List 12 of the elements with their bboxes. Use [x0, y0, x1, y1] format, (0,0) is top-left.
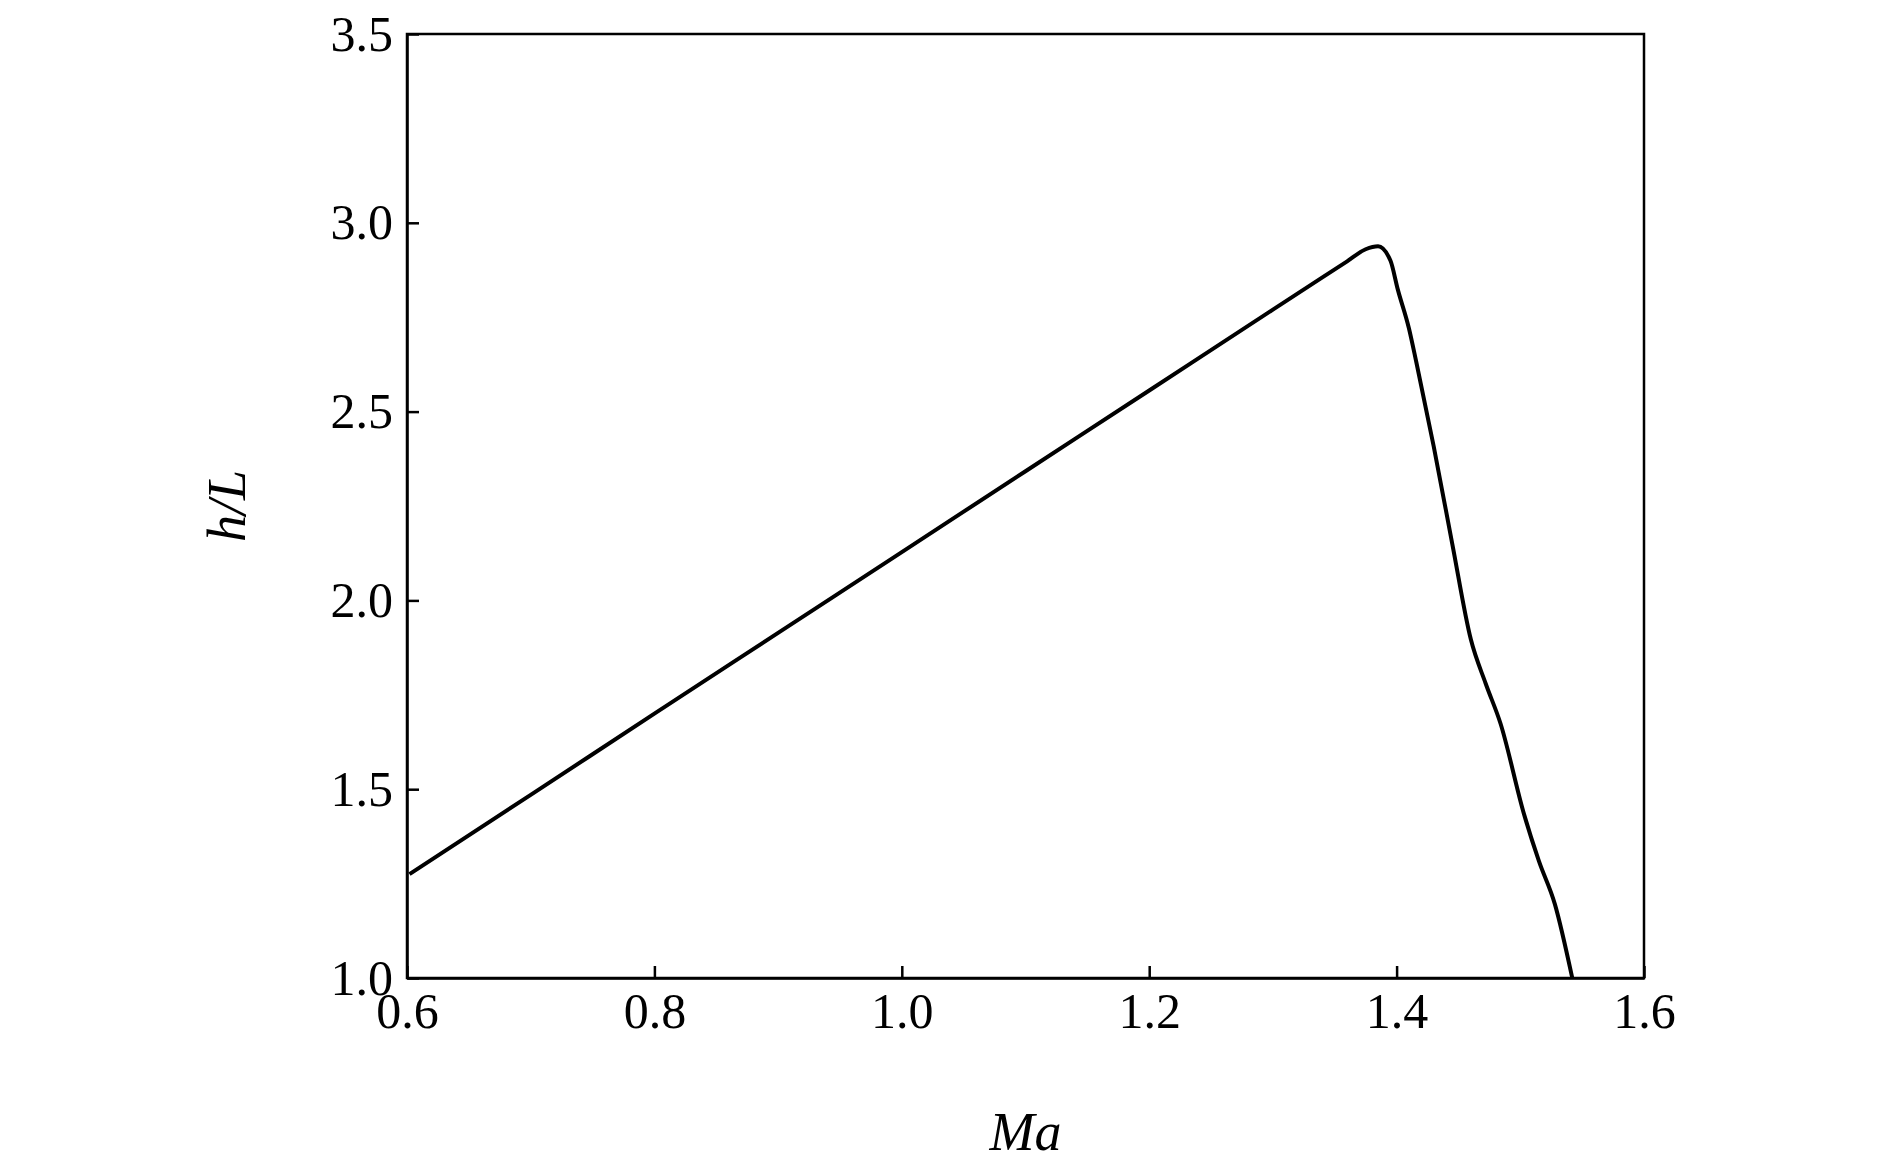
- y-tick-label: 1.5: [330, 760, 393, 817]
- x-tick-label: 1.4: [1365, 982, 1429, 1039]
- x-tick-label: 1.6: [1613, 982, 1676, 1039]
- x-tick-label: 1.0: [871, 982, 934, 1039]
- y-tick-label: 2.0: [330, 571, 393, 628]
- x-axis-title: Ma: [988, 1102, 1062, 1162]
- y-tick-label: 2.5: [330, 383, 393, 440]
- y-axis-title: h/L: [197, 469, 257, 543]
- x-tick-label: 0.8: [623, 982, 687, 1039]
- y-tick-label: 3.0: [330, 194, 393, 251]
- x-tick-label: 1.2: [1118, 982, 1181, 1039]
- y-tick-label: 3.5: [330, 5, 393, 62]
